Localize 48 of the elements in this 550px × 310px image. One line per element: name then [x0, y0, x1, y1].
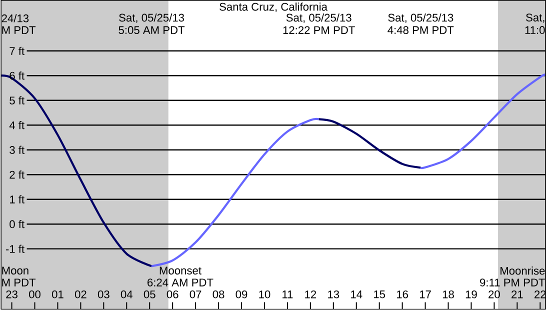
annotation: 9:11 PM PDT — [480, 278, 545, 287]
x-tick-label: 07 — [190, 290, 202, 298]
annotation: 11:0 — [525, 26, 545, 34]
annotation: M PDT — [2, 26, 36, 34]
y-tick-label: 2 ft — [10, 170, 24, 179]
annotation: Sat, 05/25/13 — [286, 14, 352, 24]
x-tick-label: 17 — [420, 290, 431, 298]
x-tick-label: 04 — [120, 290, 132, 298]
annotation: 24/13 — [2, 14, 29, 22]
chart-title: Santa Cruz, California — [220, 2, 328, 12]
y-tick-label: -1 ft — [6, 244, 24, 254]
annotation: Sat, 05/25/13 — [388, 14, 454, 24]
x-tick-label: 14 — [351, 290, 362, 298]
x-tick-label: 18 — [442, 290, 454, 298]
x-tick-label: 12 — [305, 290, 316, 298]
x-tick-label: 00 — [29, 290, 40, 298]
annotation: Sat, 05/25/13 — [119, 14, 184, 24]
y-tick-label: 4 ft — [9, 121, 24, 130]
x-tick-label: 13 — [328, 290, 340, 298]
annotation: Moon — [2, 266, 28, 275]
x-tick-label: 09 — [236, 290, 248, 298]
y-tick-label: 3 ft — [10, 146, 24, 154]
x-tick-label: 03 — [98, 290, 110, 298]
x-tick-label: 02 — [74, 290, 86, 298]
x-tick-label: 20 — [488, 290, 500, 298]
x-tick-label: 15 — [374, 290, 386, 298]
x-tick-label: 23 — [6, 290, 18, 298]
x-tick-label: 01 — [52, 290, 64, 298]
x-tick-label: 08 — [212, 290, 224, 298]
y-tick-label: 5 ft — [10, 96, 24, 105]
annotation: Moonset — [160, 266, 202, 275]
annotation: 5:05 AM PDT — [118, 26, 185, 34]
x-tick-label: 10 — [259, 290, 270, 298]
annotation: 4:48 PM PDT — [388, 26, 454, 34]
annotation: 12:22 PM PDT — [283, 26, 355, 34]
annotation: 6:24 AM PDT — [148, 278, 214, 287]
x-tick-label: 05 — [144, 290, 156, 298]
y-tick-label: 0 ft — [10, 220, 24, 228]
x-tick-label: 16 — [396, 290, 408, 298]
x-tick-label: 19 — [466, 290, 477, 298]
annotation: M PDT — [2, 278, 36, 286]
annotation: Moonrise — [500, 266, 545, 275]
y-tick-label: 7 ft — [10, 46, 24, 56]
annotation: Sat, — [526, 14, 544, 23]
y-tick-label: 1 ft — [10, 195, 24, 204]
x-tick-label: 11 — [282, 290, 293, 298]
x-tick-label: 21 — [512, 290, 523, 298]
x-tick-label: 06 — [166, 290, 178, 298]
